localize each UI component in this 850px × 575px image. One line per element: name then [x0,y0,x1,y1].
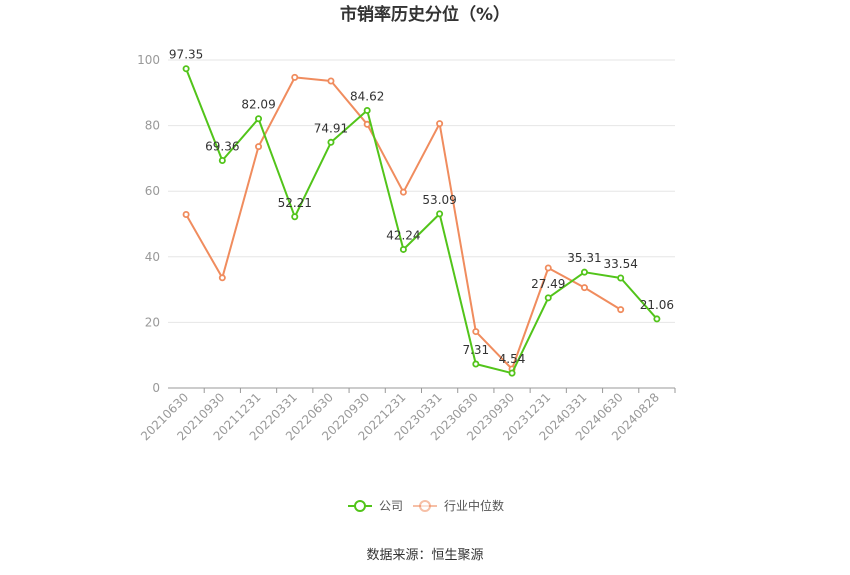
data-labels: 97.35 69.36 82.09 52.21 74.91 84.62 42.24 53.09… [169,48,674,366]
data-point-company-4 [327,138,335,146]
y-tick-80: 80 [145,119,160,133]
legend: 公司 行业中位数 [348,498,504,513]
data-point-company-11 [580,268,588,276]
legend-label-industry: 行业中位数 [444,498,504,513]
legend-marker-company [354,500,366,512]
data-label-company-6: 42.24 [386,228,420,242]
data-point-industry-12 [617,306,625,314]
data-label-company-10: 27.49 [531,277,565,291]
series-line-industry [185,76,622,370]
y-tick-60: 60 [145,184,160,198]
data-label-company-1: 69.36 [205,139,239,153]
data-point-industry-2 [255,143,263,151]
data-point-company-10 [544,294,552,302]
data-point-industry-8 [472,328,480,336]
legend-item-industry[interactable]: 行业中位数 [413,498,504,513]
y-axis-ticks: 0 20 40 60 80 100 [137,53,160,395]
data-label-company-13: 21.06 [640,298,674,312]
data-point-company-7 [436,210,444,218]
x-axis: 2021063020210930202112312022033120220630… [138,387,676,443]
y-tick-0: 0 [152,381,160,395]
data-point-company-12 [617,274,625,282]
data-point-company-6 [399,245,407,253]
data-point-industry-0 [182,210,190,218]
legend-item-company[interactable]: 公司 [348,499,403,513]
data-label-company-2: 82.09 [241,98,275,112]
data-point-industry-7 [436,120,444,128]
chart-title: 市销率历史分位（%） [340,4,510,25]
data-point-industry-6 [399,188,407,196]
data-point-company-9 [508,369,516,377]
legend-label-company: 公司 [379,499,403,513]
y-tick-40: 40 [145,250,160,264]
data-point-industry-4 [327,77,335,85]
data-label-company-8: 7.31 [462,343,489,357]
data-label-company-3: 52.21 [278,196,312,210]
series-layer [182,65,661,377]
data-label-company-9: 4.54 [499,352,526,366]
data-label-company-12: 33.54 [603,257,637,271]
data-point-company-0 [182,65,190,73]
legend-marker-industry [419,500,431,512]
data-label-company-7: 53.09 [422,193,456,207]
data-label-company-5: 84.62 [350,89,384,103]
data-point-industry-5 [363,120,371,128]
data-label-company-4: 74.91 [314,121,348,135]
data-point-company-5 [363,106,371,114]
data-point-industry-11 [580,284,588,292]
data-point-industry-1 [218,274,226,282]
y-tick-20: 20 [145,315,160,329]
series-line-company [185,68,658,375]
data-point-company-1 [218,156,226,164]
data-point-company-3 [291,213,299,221]
data-point-company-13 [653,315,661,323]
data-point-company-2 [255,115,263,123]
data-label-company-11: 35.31 [567,251,601,265]
data-source: 数据来源：恒生聚源 [366,548,483,563]
data-label-company-0: 97.35 [169,48,203,62]
y-tick-100: 100 [137,53,160,67]
data-point-industry-10 [544,264,552,272]
data-point-industry-3 [291,73,299,81]
data-point-company-8 [472,360,480,368]
